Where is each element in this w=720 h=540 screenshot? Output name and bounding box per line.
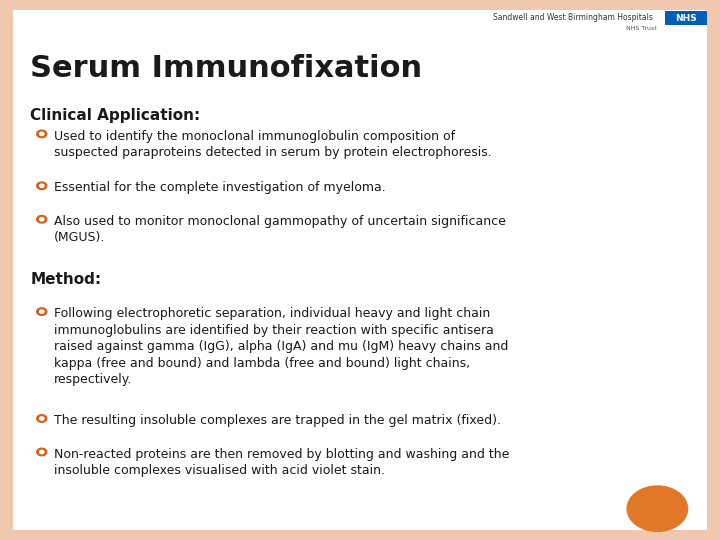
Text: Following electrophoretic separation, individual heavy and light chain
immunoglo: Following electrophoretic separation, in… (54, 307, 508, 386)
Text: NHS Trust: NHS Trust (626, 25, 657, 31)
Circle shape (40, 310, 44, 313)
Circle shape (37, 308, 47, 315)
Text: The resulting insoluble complexes are trapped in the gel matrix (fixed).: The resulting insoluble complexes are tr… (54, 414, 501, 427)
Text: Sandwell and West Birmingham Hospitals: Sandwell and West Birmingham Hospitals (493, 14, 653, 22)
Circle shape (37, 182, 47, 190)
Text: Essential for the complete investigation of myeloma.: Essential for the complete investigation… (54, 181, 386, 194)
Text: Non-reacted proteins are then removed by blotting and washing and the
insoluble : Non-reacted proteins are then removed by… (54, 448, 509, 477)
Circle shape (40, 132, 44, 136)
Text: Clinical Application:: Clinical Application: (30, 108, 200, 123)
Circle shape (40, 218, 44, 221)
Text: Method:: Method: (30, 272, 102, 287)
Circle shape (40, 184, 44, 187)
Bar (665, 11, 707, 25)
Circle shape (37, 415, 47, 422)
Text: Serum Immunofixation: Serum Immunofixation (30, 54, 423, 83)
Circle shape (37, 448, 47, 456)
Circle shape (37, 215, 47, 223)
Text: NHS: NHS (675, 14, 697, 23)
Circle shape (627, 486, 688, 531)
Text: Also used to monitor monoclonal gammopathy of uncertain significance
(MGUS).: Also used to monitor monoclonal gammopat… (54, 215, 506, 245)
Circle shape (37, 130, 47, 138)
Circle shape (40, 450, 44, 454)
Text: Used to identify the monoclonal immunoglobulin composition of
suspected paraprot: Used to identify the monoclonal immunogl… (54, 130, 492, 159)
Circle shape (40, 417, 44, 420)
